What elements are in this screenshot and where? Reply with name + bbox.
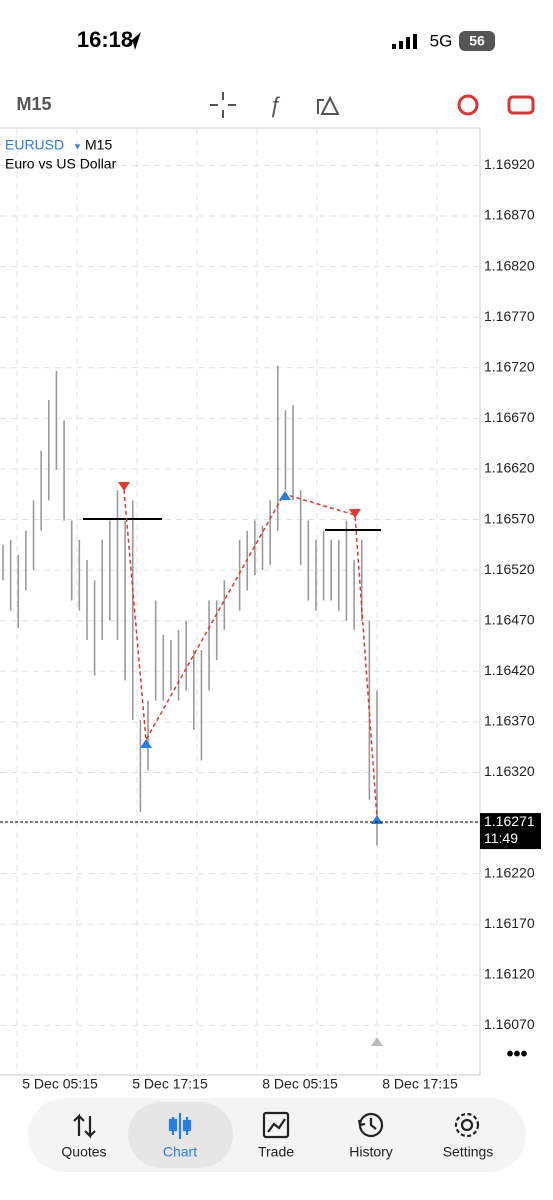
y-tick-label: 1.16170 — [484, 915, 535, 931]
x-tick-label: 8 Dec 05:15 — [262, 1076, 338, 1092]
y-tick-label: 1.16420 — [484, 662, 535, 678]
y-tick-label: 1.16120 — [484, 966, 535, 982]
svg-text:ƒ: ƒ — [269, 92, 281, 117]
y-tick-label: 1.16570 — [484, 510, 535, 526]
tab-icons — [73, 1111, 480, 1139]
signal — [392, 34, 417, 49]
y-tick-label: 1.16720 — [484, 358, 535, 374]
y-tick-label: 1.16520 — [484, 561, 535, 577]
y-tick-label: 1.16370 — [484, 713, 535, 729]
y-tick-label: 1.16620 — [484, 460, 535, 476]
drawn-objects — [83, 482, 383, 824]
y-tick-label: 1.16470 — [484, 611, 535, 627]
y-tick-label: 1.16920 — [484, 156, 535, 172]
symbol[interactable]: EURUSD — [5, 137, 64, 153]
y-tick-label: 1.16320 — [484, 763, 535, 779]
more-button[interactable]: ••• — [506, 1043, 527, 1065]
symbol-description: Euro vs US Dollar — [5, 156, 117, 172]
location-icon — [125, 32, 141, 50]
x-tick-label: 5 Dec 17:15 — [132, 1076, 208, 1092]
y-tick-label: 1.16670 — [484, 409, 535, 425]
y-tick-label: 1.16820 — [484, 257, 535, 273]
tab-label[interactable]: Trade — [258, 1144, 294, 1160]
y-tick-label: 1.16870 — [484, 207, 535, 223]
battery — [459, 31, 495, 51]
y-tick-label: 1.16070 — [484, 1016, 535, 1032]
bar-countdown: 11:49 — [484, 830, 518, 846]
toolbar-icons[interactable]: ƒ — [210, 92, 535, 118]
clock: 16:18 — [77, 27, 133, 52]
tab-label[interactable]: Chart — [163, 1144, 197, 1160]
timeframe-button[interactable]: M15 — [16, 94, 51, 114]
price-label-box — [480, 813, 541, 850]
y-tick-label: 1.16220 — [484, 864, 535, 880]
tab-label[interactable]: Quotes — [61, 1144, 106, 1160]
tab-label[interactable]: Settings — [443, 1144, 494, 1160]
chart-timeframe: M15 — [85, 137, 112, 153]
scroll-marker — [371, 1037, 383, 1046]
x-tick-label: 8 Dec 17:15 — [382, 1076, 458, 1092]
tab-label[interactable]: History — [349, 1144, 393, 1160]
y-tick-label: 1.16770 — [484, 308, 535, 324]
network: 5G — [430, 31, 453, 50]
v-grid — [16, 128, 438, 1075]
current-price: 1.16271 — [484, 813, 535, 829]
x-tick-label: 5 Dec 05:15 — [22, 1076, 98, 1092]
symbol-caret[interactable]: ▼ — [73, 141, 82, 151]
tab-bar — [28, 1098, 526, 1172]
battery-level: 56 — [469, 33, 485, 49]
